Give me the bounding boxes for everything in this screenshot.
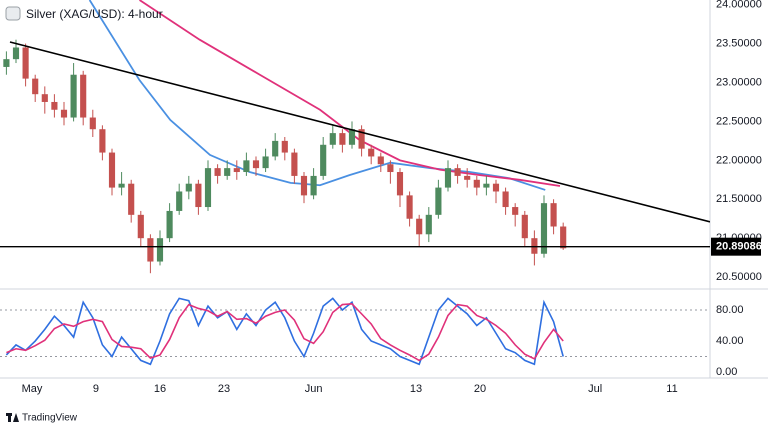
y-tick-label: 80.00 <box>716 304 744 316</box>
candle-body <box>12 47 20 60</box>
candle-body <box>224 168 231 176</box>
y-tick-label: 22.50000 <box>716 115 762 127</box>
candle-body <box>281 140 288 153</box>
x-tick-label: Jun <box>305 383 323 395</box>
axes: 20.5000021.0000021.5000022.0000022.50000… <box>22 0 762 395</box>
candle-body <box>214 168 221 176</box>
candle-body <box>521 214 528 239</box>
candle-body <box>166 210 173 239</box>
brand-logo <box>6 413 19 422</box>
x-tick-label: 13 <box>410 383 422 395</box>
candle-body <box>560 226 567 249</box>
candle-body <box>540 203 548 254</box>
candle-body <box>425 214 432 235</box>
candle-body <box>406 195 413 219</box>
moving-average <box>88 0 546 191</box>
price-label: 20.89086 <box>716 241 762 253</box>
candle-body <box>464 175 471 180</box>
x-tick-label: 16 <box>154 383 166 395</box>
candle-body <box>176 191 183 211</box>
symbol-icon <box>5 6 21 21</box>
x-tick-label: 11 <box>666 383 677 395</box>
moving-average <box>139 0 561 187</box>
candle-body <box>89 117 96 130</box>
candle-body <box>435 187 442 215</box>
oscillator-line <box>5 297 564 366</box>
candle-body <box>473 179 480 188</box>
candle-body <box>147 238 154 262</box>
x-tick-label: 20 <box>474 383 486 395</box>
candle-body <box>550 203 557 227</box>
candle-body <box>99 129 106 153</box>
candle-body <box>348 129 356 145</box>
candle-body <box>492 183 500 192</box>
candle-body <box>387 164 394 173</box>
candle-body <box>243 160 250 173</box>
x-tick-label: May <box>22 383 43 395</box>
candle-body <box>396 172 404 196</box>
candle-body <box>454 168 461 176</box>
chart-title: Silver (XAG/USD): 4-hour <box>26 7 163 21</box>
y-tick-label: 23.00000 <box>716 76 762 88</box>
oscillator-pane <box>0 297 710 366</box>
y-tick-label: 24.00000 <box>716 0 762 11</box>
y-tick-label: 20.50000 <box>716 271 762 283</box>
candle-body <box>204 168 212 208</box>
candle-body <box>444 168 452 188</box>
candle-body <box>262 156 269 169</box>
candle-body <box>156 238 164 262</box>
candle-body <box>300 175 308 196</box>
trendline <box>9 41 710 223</box>
candle-body <box>483 183 490 188</box>
candle-body <box>502 191 509 208</box>
candle-body <box>137 214 144 239</box>
candle-body <box>368 148 375 157</box>
x-tick-label: 9 <box>93 383 99 395</box>
price-label-box <box>711 237 761 256</box>
y-tick-label: 23.50000 <box>716 37 762 49</box>
x-tick-label: 23 <box>218 383 230 395</box>
candle-body <box>128 183 135 215</box>
candle-body <box>51 101 58 110</box>
candle-body <box>339 133 346 145</box>
oscillator-line <box>6 302 564 362</box>
candle-body <box>310 175 317 196</box>
candle-body <box>512 207 519 215</box>
candle-body <box>291 152 298 176</box>
candle-body <box>22 47 29 79</box>
candle-body <box>416 218 423 235</box>
brand-name: TradingView <box>22 413 78 424</box>
candle-body <box>185 183 192 192</box>
candle-body <box>320 144 327 176</box>
candle-body <box>108 152 116 188</box>
candle-body <box>41 94 48 102</box>
candle-body <box>60 109 68 118</box>
price-pane <box>0 0 710 274</box>
y-tick-label: 21.50000 <box>716 193 762 205</box>
candle-body <box>272 140 279 157</box>
x-tick-label: Jul <box>588 383 602 395</box>
candle-body <box>329 133 336 145</box>
candle-body <box>118 183 125 188</box>
candle-body <box>358 129 365 149</box>
candle-body <box>252 160 260 169</box>
candle-body <box>377 156 384 165</box>
candle-body <box>70 74 77 118</box>
candle-body <box>195 183 202 208</box>
y-tick-label: 22.00000 <box>716 154 762 166</box>
y-tick-label: 40.00 <box>716 335 744 347</box>
candle-body <box>32 78 39 95</box>
candle-body <box>233 168 240 173</box>
candle-body <box>80 74 87 118</box>
candle-body <box>3 59 10 67</box>
candle-body <box>531 238 538 254</box>
y-tick-label: 0.00 <box>716 366 737 378</box>
